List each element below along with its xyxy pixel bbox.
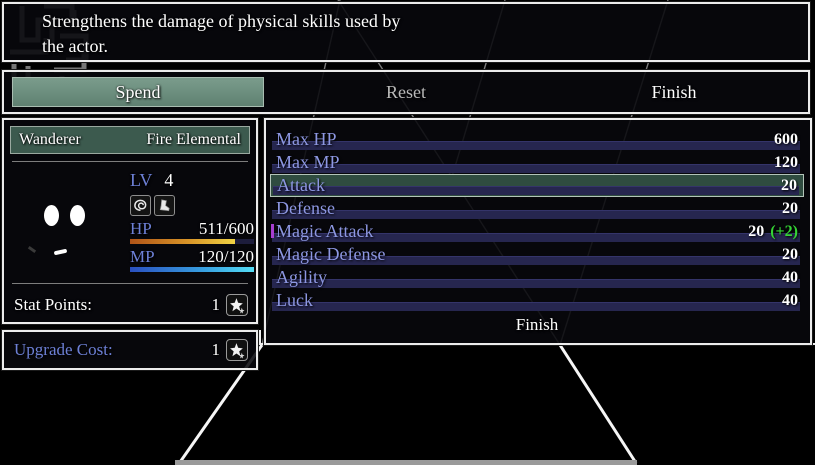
upgrade-cost-value: 1 [211, 340, 221, 359]
mp-label: MP [130, 247, 155, 266]
status-icon-row [130, 195, 254, 216]
upgrade-cost-label: Upgrade Cost: [14, 340, 113, 359]
hp-bar [130, 239, 254, 244]
stat-bonus: (+2) [770, 222, 798, 240]
mp-gauge: MP 120/120 [130, 247, 254, 272]
character-header: Wanderer Fire Elemental [10, 126, 250, 154]
stat-value: 20 [782, 199, 798, 217]
stat-row-attack[interactable]: Attack 20 [270, 174, 804, 197]
help-text-line2: the actor. [42, 36, 108, 56]
stat-value: 120 [774, 153, 798, 171]
stat-label: Magic Attack [276, 221, 374, 241]
stat-gauge-bar [272, 279, 800, 288]
hp-label: HP [130, 219, 152, 238]
stat-point-icon [226, 294, 248, 316]
swirl-state-icon [130, 195, 151, 216]
character-sprite [18, 172, 122, 276]
stat-label: Attack [277, 175, 325, 195]
level-value: 4 [164, 170, 174, 190]
stat-value: 600 [774, 130, 798, 148]
divider [12, 283, 248, 284]
character-panel: Wanderer Fire Elemental LV 4 [2, 118, 258, 324]
stat-value: 40 [782, 291, 798, 309]
command-bar: Spend Reset Finish [2, 70, 810, 114]
sprite-eye-left [44, 205, 59, 226]
divider [12, 161, 248, 162]
stat-row-magic-defense[interactable]: Magic Defense 20 [270, 243, 804, 266]
stat-gauge-bar [272, 233, 800, 242]
upgrade-cost-panel: Upgrade Cost: 1 [2, 330, 258, 370]
finish-list-button[interactable]: Finish [515, 315, 559, 334]
hp-value: 511/600 [198, 219, 254, 238]
reset-button[interactable]: Reset [386, 81, 426, 102]
stat-gauge-bar [272, 164, 800, 173]
stat-row-max-mp[interactable]: Max MP 120 [270, 151, 804, 174]
stat-points-value: 1 [211, 295, 221, 314]
stat-row-agility[interactable]: Agility 40 [270, 266, 804, 289]
stat-value: 20 (+2) [748, 222, 798, 240]
mp-bar-fill [130, 267, 254, 272]
help-window: Strengthens the damage of physical skill… [2, 2, 810, 62]
stat-label: Max MP [276, 152, 340, 172]
finish-button[interactable]: Finish [651, 81, 697, 102]
character-class: Fire Elemental [146, 131, 241, 148]
stat-row-magic-attack[interactable]: Magic Attack 20 (+2) [270, 220, 804, 243]
stat-gauge-bar [272, 210, 800, 219]
stat-label: Agility [276, 267, 328, 287]
stat-label: Defense [276, 198, 335, 218]
level-label: LV [130, 170, 153, 190]
level-row: LV 4 [130, 170, 254, 191]
stat-points-row: Stat Points: 1 [14, 290, 248, 320]
spend-button[interactable]: Spend [12, 77, 264, 107]
stat-value: 20 [781, 176, 797, 194]
cursor-caret [271, 224, 274, 238]
character-name: Wanderer [19, 131, 81, 148]
stat-value: 40 [782, 268, 798, 286]
sprite-eye-right [70, 205, 85, 226]
stat-gauge-bar [272, 141, 800, 150]
sprite-shadow [27, 245, 37, 254]
hp-bar-fill [130, 239, 236, 244]
stat-gauge-bar [272, 302, 800, 311]
stat-label: Max HP [276, 129, 337, 149]
stat-points-label: Stat Points: [14, 295, 92, 314]
stat-value: 20 [782, 245, 798, 263]
stat-row-luck[interactable]: Luck 40 [270, 289, 804, 312]
stat-list-panel: Max HP 600 Max MP 120 Attack 20 Defense … [264, 118, 812, 345]
stat-gauge-bar [272, 256, 800, 265]
stat-row-defense[interactable]: Defense 20 [270, 197, 804, 220]
stat-gauge-bar [273, 186, 799, 195]
help-text-line1: Strengthens the damage of physical skill… [42, 11, 401, 31]
mp-bar [130, 267, 254, 272]
hp-gauge: HP 511/600 [130, 219, 254, 244]
sprite-mouth [53, 248, 68, 256]
stat-row-max-hp[interactable]: Max HP 600 [270, 128, 804, 151]
boot-state-icon [154, 195, 175, 216]
stat-label: Magic Defense [276, 244, 386, 264]
mp-value: 120/120 [198, 247, 254, 266]
spend-button-label: Spend [115, 81, 161, 102]
stat-label: Luck [276, 290, 313, 310]
stat-point-icon [226, 339, 248, 361]
